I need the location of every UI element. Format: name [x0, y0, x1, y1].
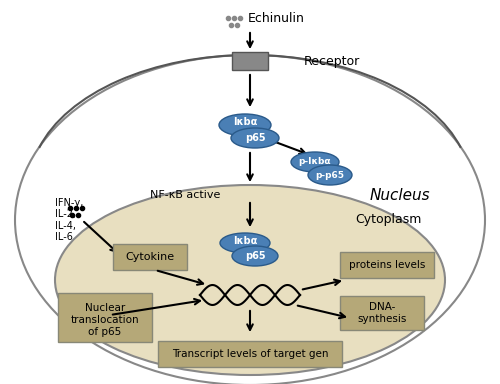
Text: proteins levels: proteins levels [349, 260, 425, 270]
Text: Cytoplasm: Cytoplasm [355, 214, 422, 227]
FancyBboxPatch shape [58, 293, 152, 342]
FancyBboxPatch shape [232, 52, 268, 70]
Text: Nucleus: Nucleus [370, 187, 430, 202]
Text: IFN-γ,
IL-2,
IL-4,
IL-6: IFN-γ, IL-2, IL-4, IL-6 [55, 198, 84, 242]
Text: Nuclear
translocation
of p65: Nuclear translocation of p65 [70, 303, 140, 337]
Ellipse shape [232, 246, 278, 266]
Text: p-Iκbα: p-Iκbα [298, 157, 332, 167]
Text: Transcript levels of target gen: Transcript levels of target gen [172, 349, 328, 359]
Ellipse shape [55, 185, 445, 375]
Ellipse shape [220, 233, 270, 253]
Text: p-p65: p-p65 [316, 170, 344, 179]
Text: p65: p65 [244, 133, 266, 143]
Text: Echinulin: Echinulin [248, 12, 305, 25]
Ellipse shape [231, 128, 279, 148]
Text: NF-κB active: NF-κB active [150, 190, 220, 200]
Text: DNA-
synthesis: DNA- synthesis [358, 302, 406, 324]
FancyBboxPatch shape [340, 296, 424, 330]
FancyBboxPatch shape [158, 341, 342, 367]
Text: Iκbα: Iκbα [233, 236, 257, 246]
Ellipse shape [219, 114, 271, 136]
Ellipse shape [15, 55, 485, 384]
FancyBboxPatch shape [113, 244, 187, 270]
FancyBboxPatch shape [340, 252, 434, 278]
Text: Cytokine: Cytokine [126, 252, 174, 262]
Text: Receptor: Receptor [304, 55, 360, 68]
Text: Iκbα: Iκbα [233, 117, 257, 127]
Text: p65: p65 [244, 251, 266, 261]
Ellipse shape [291, 152, 339, 172]
Ellipse shape [308, 165, 352, 185]
